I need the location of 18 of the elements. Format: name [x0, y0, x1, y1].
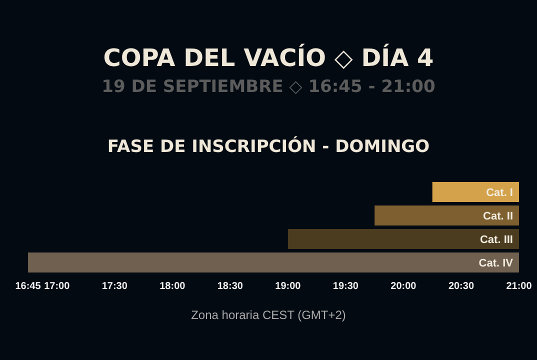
y-tick-label: Cat. I	[486, 186, 513, 199]
y-tick-label: Cat. III	[480, 234, 513, 246]
y-tick-label: Cat. IV	[478, 257, 514, 270]
x-tick-label: 19:00	[275, 281, 302, 292]
text: FASE DE INSCRIPCIÓN - DOMINGO	[106, 137, 431, 157]
x-tick-label: 21:00	[506, 281, 532, 292]
y-tick-label: Cat. II	[483, 210, 513, 222]
x-axis-title: Zona horaria CEST (GMT+2)	[190, 308, 347, 322]
x-tick-label: 20:00	[390, 281, 417, 292]
x-tick-label: 19:30	[332, 281, 359, 292]
chart-subtitle: 19 DE SEPTIEMBRE ◇ 16:45 - 21:00	[100, 77, 436, 97]
x-tick-label: 16:45	[15, 281, 42, 292]
x-tick-label: 18:00	[160, 281, 186, 292]
x-tick-label: 20:30	[448, 281, 474, 292]
x-tick-label: 18:30	[217, 281, 244, 292]
x-tick-label: 17:30	[102, 281, 128, 292]
chart-title: COPA DEL VACÍO ◇ DÍA 4	[102, 44, 435, 72]
x-tick-label: 17:00	[44, 281, 70, 292]
